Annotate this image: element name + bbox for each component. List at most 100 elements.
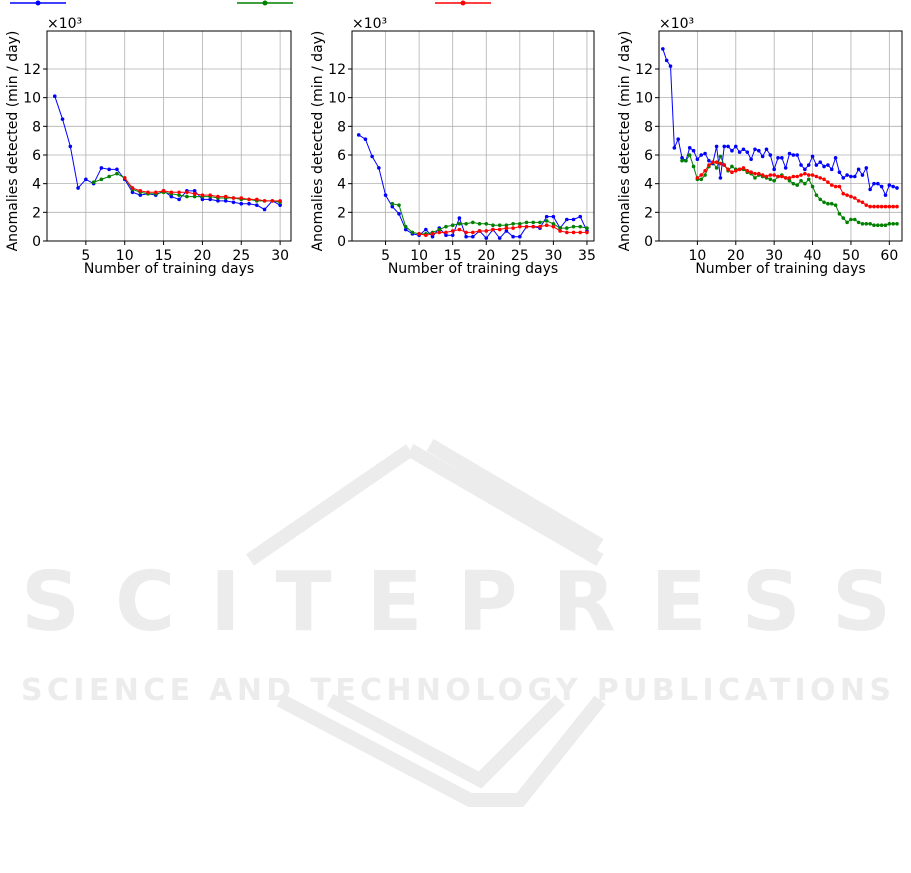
data-point: [868, 221, 872, 226]
data-point: [185, 190, 189, 195]
watermark-logo: [246, 438, 606, 807]
data-point: [672, 146, 677, 150]
data-point: [860, 200, 865, 205]
data-point: [749, 157, 753, 162]
y-tick-label: 4: [644, 177, 653, 193]
data-point: [511, 226, 515, 230]
data-point: [497, 223, 502, 228]
data-point: [430, 232, 435, 236]
data-point: [464, 234, 468, 239]
watermark: SCITEPRESS SCIENCE AND TECHNOLOGY PUBLIC…: [21, 438, 891, 807]
legend-entry: [10, 0, 66, 6]
data-point: [403, 227, 408, 232]
x-tick-label: 40: [804, 248, 822, 264]
data-point: [872, 223, 876, 228]
y-tick-label: 10: [328, 91, 346, 107]
data-point: [558, 229, 562, 233]
legend-marker: [262, 0, 268, 6]
data-point: [464, 221, 468, 226]
data-point: [216, 199, 220, 203]
y-tick-label: 10: [23, 91, 41, 107]
data-point: [760, 154, 765, 159]
data-point: [450, 233, 455, 238]
data-point: [733, 168, 738, 173]
chart: 0 2 4 6 8 10 12 10 20 30 40 50 60 Number of training …: [617, 16, 903, 277]
data-point: [733, 144, 738, 149]
data-point: [872, 181, 876, 186]
y-offset-label: ×10³: [47, 16, 82, 32]
x-tick-label: 10: [688, 248, 706, 264]
data-point: [270, 199, 275, 203]
data-point: [695, 157, 700, 162]
series-line: [662, 48, 898, 197]
data-point: [860, 173, 865, 177]
data-point: [278, 203, 282, 207]
data-point: [737, 167, 742, 172]
data-point: [397, 203, 401, 207]
data-point: [504, 229, 509, 233]
y-axis-label: Anomalies detected (min / day): [5, 31, 21, 252]
data-point: [255, 203, 259, 207]
data-point: [710, 160, 715, 164]
data-point: [558, 226, 562, 230]
data-point: [876, 223, 880, 228]
data-point: [578, 230, 583, 235]
data-point: [216, 194, 220, 199]
data-point: [676, 137, 680, 142]
data-point: [837, 184, 842, 189]
data-point: [883, 193, 888, 197]
x-tick-label: 5: [81, 248, 90, 264]
data-point: [668, 64, 673, 68]
data-point: [169, 194, 174, 199]
data-point: [247, 197, 251, 202]
x-tick-label: 5: [381, 248, 390, 264]
data-point: [239, 201, 244, 206]
data-point: [879, 204, 884, 209]
data-point: [745, 150, 750, 154]
data-point: [223, 194, 228, 199]
data-point: [841, 216, 846, 220]
data-point: [791, 153, 796, 157]
data-point: [845, 173, 849, 177]
data-point: [76, 186, 80, 190]
chart: 0 2 4 6 8 10 12 5 10 15 20 25 30 Number of training d…: [5, 16, 292, 277]
data-point: [833, 203, 838, 207]
data-point: [497, 236, 502, 240]
data-point: [887, 204, 892, 209]
data-point: [849, 194, 853, 199]
data-point: [122, 176, 127, 180]
data-point: [795, 153, 799, 157]
data-point: [718, 161, 723, 166]
data-point: [741, 147, 746, 152]
data-point: [356, 133, 361, 137]
data-point: [200, 197, 205, 202]
data-point: [363, 137, 368, 142]
data-point: [177, 197, 181, 202]
x-tick-label: 10: [116, 248, 134, 264]
data-point: [841, 176, 846, 180]
data-point: [803, 171, 807, 176]
data-point: [864, 221, 869, 226]
data-point: [722, 144, 727, 149]
data-point: [868, 204, 872, 209]
data-point: [424, 227, 428, 232]
y-tick-label: 12: [23, 62, 41, 78]
data-point: [208, 197, 212, 202]
data-point: [524, 224, 529, 229]
data-point: [714, 160, 719, 164]
plot-frame: [351, 30, 595, 242]
plot-frame: [46, 30, 292, 242]
data-point: [722, 163, 727, 167]
data-point: [91, 180, 96, 185]
data-point: [578, 214, 583, 219]
data-point: [753, 147, 757, 152]
data-point: [879, 223, 884, 228]
data-point: [891, 184, 895, 189]
data-point: [887, 221, 892, 226]
data-point: [891, 204, 895, 209]
y-tick-label: 12: [635, 62, 653, 78]
data-point: [780, 156, 784, 160]
y-tick-label: 2: [337, 205, 346, 221]
data-point: [192, 194, 197, 199]
data-point: [872, 204, 876, 209]
